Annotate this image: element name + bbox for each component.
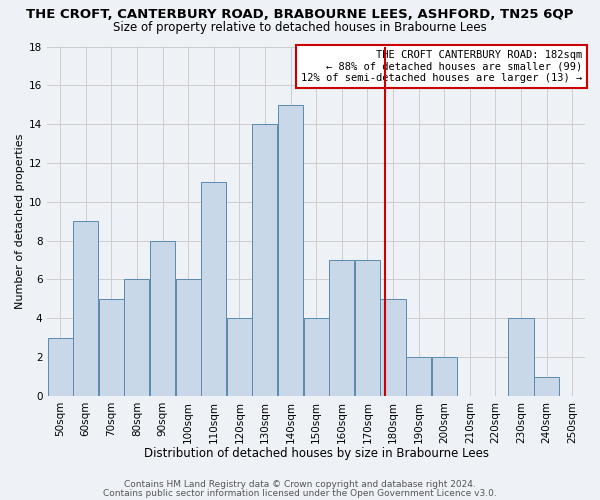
Bar	[508, 318, 533, 396]
Bar	[380, 299, 406, 396]
Text: Size of property relative to detached houses in Brabourne Lees: Size of property relative to detached ho…	[113, 21, 487, 34]
Y-axis label: Number of detached properties: Number of detached properties	[15, 134, 25, 309]
Bar	[329, 260, 354, 396]
Text: THE CROFT CANTERBURY ROAD: 182sqm
← 88% of detached houses are smaller (99)
12% : THE CROFT CANTERBURY ROAD: 182sqm ← 88% …	[301, 50, 583, 83]
Bar	[201, 182, 226, 396]
Bar	[406, 357, 431, 396]
Bar	[47, 338, 73, 396]
Bar	[304, 318, 329, 396]
Bar	[176, 280, 200, 396]
Bar	[150, 240, 175, 396]
Text: Contains HM Land Registry data © Crown copyright and database right 2024.: Contains HM Land Registry data © Crown c…	[124, 480, 476, 489]
Bar	[278, 104, 303, 396]
Text: THE CROFT, CANTERBURY ROAD, BRABOURNE LEES, ASHFORD, TN25 6QP: THE CROFT, CANTERBURY ROAD, BRABOURNE LE…	[26, 8, 574, 20]
Text: Contains public sector information licensed under the Open Government Licence v3: Contains public sector information licen…	[103, 488, 497, 498]
Bar	[534, 376, 559, 396]
Bar	[355, 260, 380, 396]
Bar	[253, 124, 277, 396]
Bar	[124, 280, 149, 396]
Bar	[227, 318, 252, 396]
Bar	[431, 357, 457, 396]
Bar	[73, 221, 98, 396]
Bar	[99, 299, 124, 396]
X-axis label: Distribution of detached houses by size in Brabourne Lees: Distribution of detached houses by size …	[143, 447, 488, 460]
